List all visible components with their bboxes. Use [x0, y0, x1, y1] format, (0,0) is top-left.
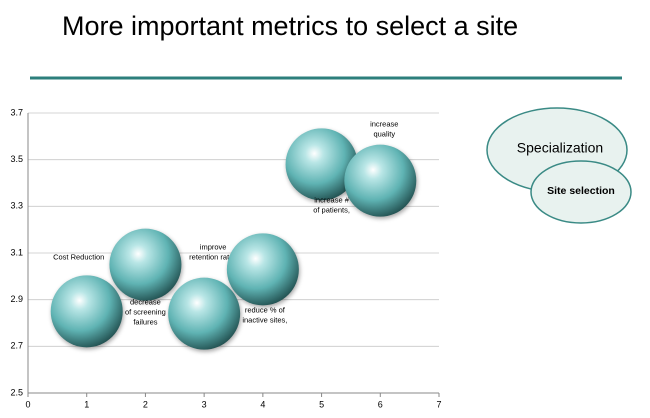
bubble — [344, 144, 417, 217]
chart-title: More important metrics to select a site — [62, 11, 518, 41]
x-tick-label: 2 — [143, 399, 148, 409]
bubble-label: reduce % of — [245, 305, 286, 314]
bubble-label: quality — [373, 130, 395, 139]
y-tick-label: 2.5 — [10, 387, 23, 397]
x-tick-label: 1 — [84, 399, 89, 409]
bubble-label: of patients, — [313, 205, 350, 214]
bubble — [50, 275, 123, 348]
bubble — [226, 233, 299, 306]
x-tick-label: 3 — [202, 399, 207, 409]
bubble-label: Cost Reduction — [53, 252, 104, 261]
plot: 2.5 2.7 2.9 3.1 3.3 3.5 3.7 0 1 2 3 4 5 6 7 Cost Reduct… — [10, 107, 441, 409]
y-tick-label: 3.5 — [10, 154, 23, 164]
x-tick-label: 0 — [25, 399, 30, 409]
y-tick-label: 3.1 — [10, 247, 23, 257]
venn-inner-label: Site selection — [547, 185, 615, 197]
bubble-label: improve — [200, 243, 227, 252]
bubble-label: increase — [370, 120, 398, 129]
bubble-label: decrease — [130, 298, 161, 307]
bubble — [109, 228, 182, 301]
bubble-label: increase # — [314, 195, 349, 204]
bubble-label: retention rates — [189, 253, 237, 262]
bubble — [285, 128, 358, 201]
bubble-label: of screening — [125, 308, 166, 317]
y-tick-label: 3.3 — [10, 201, 23, 211]
y-tick-label: 2.9 — [10, 294, 23, 304]
x-tick-label: 6 — [378, 399, 383, 409]
bubble — [168, 277, 241, 350]
venn-outer-label: Specialization — [517, 140, 603, 156]
x-tick-label: 4 — [260, 399, 265, 409]
x-tick-label: 5 — [319, 399, 324, 409]
venn-inner — [530, 160, 632, 224]
bubble-label: inactive sites, — [242, 315, 287, 324]
y-tick-label: 3.7 — [10, 107, 23, 117]
x-tick-label: 7 — [436, 399, 441, 409]
bubble-label: failures — [133, 318, 157, 327]
y-tick-label: 2.7 — [10, 341, 23, 351]
